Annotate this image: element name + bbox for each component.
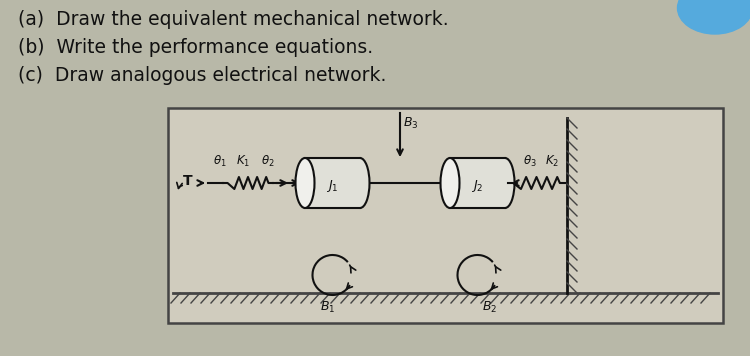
Ellipse shape — [677, 0, 750, 34]
Text: $J_2$: $J_2$ — [471, 178, 484, 194]
Text: $\theta_2$: $\theta_2$ — [261, 153, 274, 168]
Text: T: T — [183, 174, 193, 188]
Text: (b)  Write the performance equations.: (b) Write the performance equations. — [18, 38, 374, 57]
Text: (c)  Draw analogous electrical network.: (c) Draw analogous electrical network. — [18, 66, 386, 85]
Text: $K_1$: $K_1$ — [236, 153, 250, 168]
Ellipse shape — [496, 158, 514, 208]
Text: $B_2$: $B_2$ — [482, 300, 498, 315]
Text: $B_1$: $B_1$ — [320, 300, 335, 315]
FancyBboxPatch shape — [168, 108, 723, 323]
Text: $\theta_3$: $\theta_3$ — [523, 153, 537, 168]
Ellipse shape — [440, 158, 460, 208]
Text: $\theta_1$: $\theta_1$ — [213, 153, 226, 168]
Text: $J_1$: $J_1$ — [326, 178, 339, 194]
Ellipse shape — [296, 158, 314, 208]
Text: $B_3$: $B_3$ — [403, 116, 418, 131]
Text: $K_2$: $K_2$ — [545, 153, 560, 168]
Ellipse shape — [350, 158, 370, 208]
Bar — [450, 158, 505, 208]
Text: (a)  Draw the equivalent mechanical network.: (a) Draw the equivalent mechanical netwo… — [18, 10, 448, 29]
Bar — [305, 158, 360, 208]
